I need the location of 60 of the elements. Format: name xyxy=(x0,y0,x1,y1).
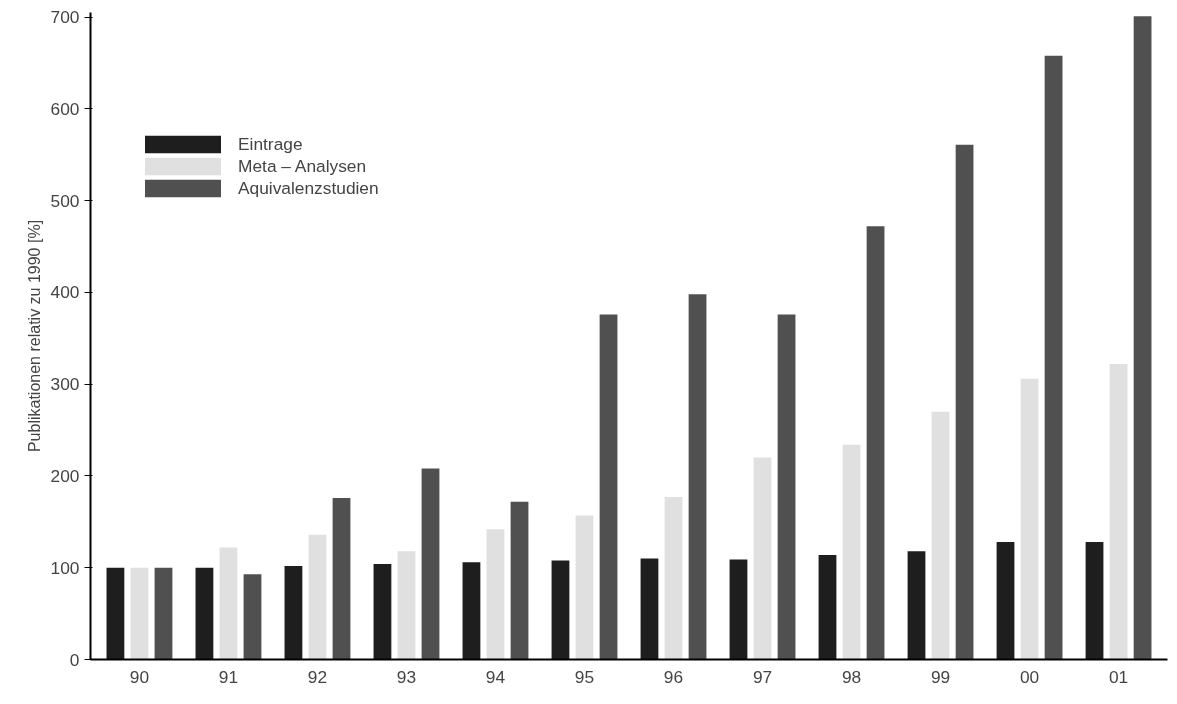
bar xyxy=(462,562,481,660)
x-tick-label: 91 xyxy=(218,666,239,687)
bar xyxy=(551,560,570,660)
bar xyxy=(866,226,885,660)
x-tick-label: 95 xyxy=(574,666,595,687)
bar xyxy=(688,294,707,660)
bar xyxy=(931,411,950,660)
legend-label: Meta – Analysen xyxy=(238,155,367,177)
bar xyxy=(1133,16,1152,660)
x-tick-label: 98 xyxy=(841,666,862,687)
bar xyxy=(130,567,149,660)
bar xyxy=(510,501,529,660)
bar xyxy=(1020,378,1039,660)
x-tick-label: 96 xyxy=(663,666,684,687)
bar xyxy=(818,554,837,660)
y-tick-label: 200 xyxy=(50,465,80,486)
x-tick-label: 94 xyxy=(485,666,506,687)
bar xyxy=(284,565,303,660)
legend-label: Aquivalenzstudien xyxy=(238,177,379,199)
bar xyxy=(1085,542,1104,660)
bar xyxy=(955,144,974,660)
y-tick-label: 400 xyxy=(50,282,80,303)
y-tick-label: 300 xyxy=(50,374,80,395)
bar xyxy=(373,564,392,660)
x-tick-label: 00 xyxy=(1019,666,1040,687)
bar xyxy=(753,457,772,660)
legend-label: Eintrage xyxy=(238,133,303,155)
x-tick-label: 93 xyxy=(396,666,417,687)
y-tick-label: 700 xyxy=(50,7,80,28)
bar xyxy=(599,314,618,660)
bar xyxy=(729,559,748,660)
bar xyxy=(996,542,1015,660)
bar xyxy=(195,567,214,660)
bar xyxy=(842,444,861,660)
bar xyxy=(421,468,440,660)
bar xyxy=(1044,55,1063,660)
bar xyxy=(154,567,173,660)
bar xyxy=(575,515,594,660)
bar xyxy=(640,558,659,660)
bar xyxy=(332,497,351,660)
bar xyxy=(907,551,926,660)
bar xyxy=(397,551,416,660)
x-tick-label: 01 xyxy=(1108,666,1129,687)
y-tick-label: 100 xyxy=(50,557,80,578)
bar xyxy=(486,529,505,660)
x-tick-label: 90 xyxy=(129,666,150,687)
x-tick-label: 99 xyxy=(930,666,951,687)
bar xyxy=(106,567,125,660)
bar xyxy=(1109,363,1128,660)
y-tick-label: 600 xyxy=(50,98,80,119)
y-axis-title: Publikationen relativ zu 1990 [%] xyxy=(25,219,43,453)
y-tick-label: 0 xyxy=(69,649,80,670)
bar xyxy=(664,497,683,660)
bar xyxy=(777,314,796,660)
bar xyxy=(219,547,238,660)
x-tick-label: 92 xyxy=(307,666,328,687)
y-tick-label: 500 xyxy=(50,190,80,211)
bar xyxy=(308,534,327,660)
x-tick-label: 97 xyxy=(752,666,773,687)
bar xyxy=(243,574,262,660)
